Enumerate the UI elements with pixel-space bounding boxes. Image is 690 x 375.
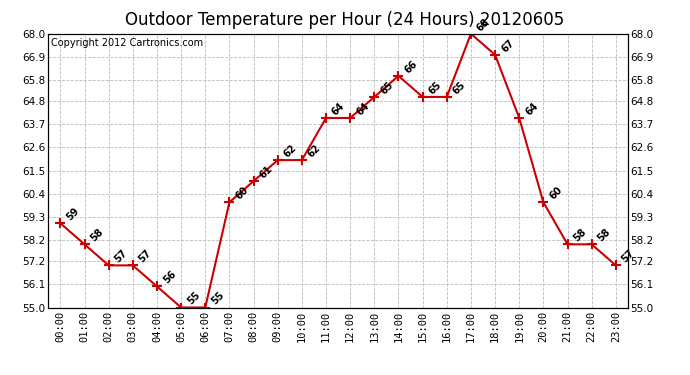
Text: 58: 58 [572, 227, 589, 243]
Text: 66: 66 [403, 58, 420, 75]
Text: 55: 55 [186, 290, 202, 307]
Text: 59: 59 [65, 206, 81, 222]
Text: 58: 58 [596, 227, 613, 243]
Text: 55: 55 [210, 290, 226, 307]
Text: 67: 67 [500, 38, 516, 54]
Text: 57: 57 [137, 248, 154, 265]
Text: 60: 60 [548, 185, 564, 201]
Text: 65: 65 [451, 80, 468, 96]
Text: 61: 61 [258, 164, 275, 180]
Text: Copyright 2012 Cartronics.com: Copyright 2012 Cartronics.com [51, 38, 204, 48]
Text: 64: 64 [331, 100, 347, 117]
Text: Outdoor Temperature per Hour (24 Hours) 20120605: Outdoor Temperature per Hour (24 Hours) … [126, 11, 564, 29]
Text: 65: 65 [379, 80, 395, 96]
Text: 57: 57 [620, 248, 637, 265]
Text: 68: 68 [475, 16, 492, 33]
Text: 64: 64 [524, 100, 540, 117]
Text: 57: 57 [113, 248, 130, 265]
Text: 64: 64 [355, 100, 371, 117]
Text: 56: 56 [161, 269, 178, 286]
Text: 62: 62 [282, 143, 299, 159]
Text: 62: 62 [306, 143, 323, 159]
Text: 58: 58 [89, 227, 106, 243]
Text: 60: 60 [234, 185, 250, 201]
Text: 65: 65 [427, 80, 444, 96]
